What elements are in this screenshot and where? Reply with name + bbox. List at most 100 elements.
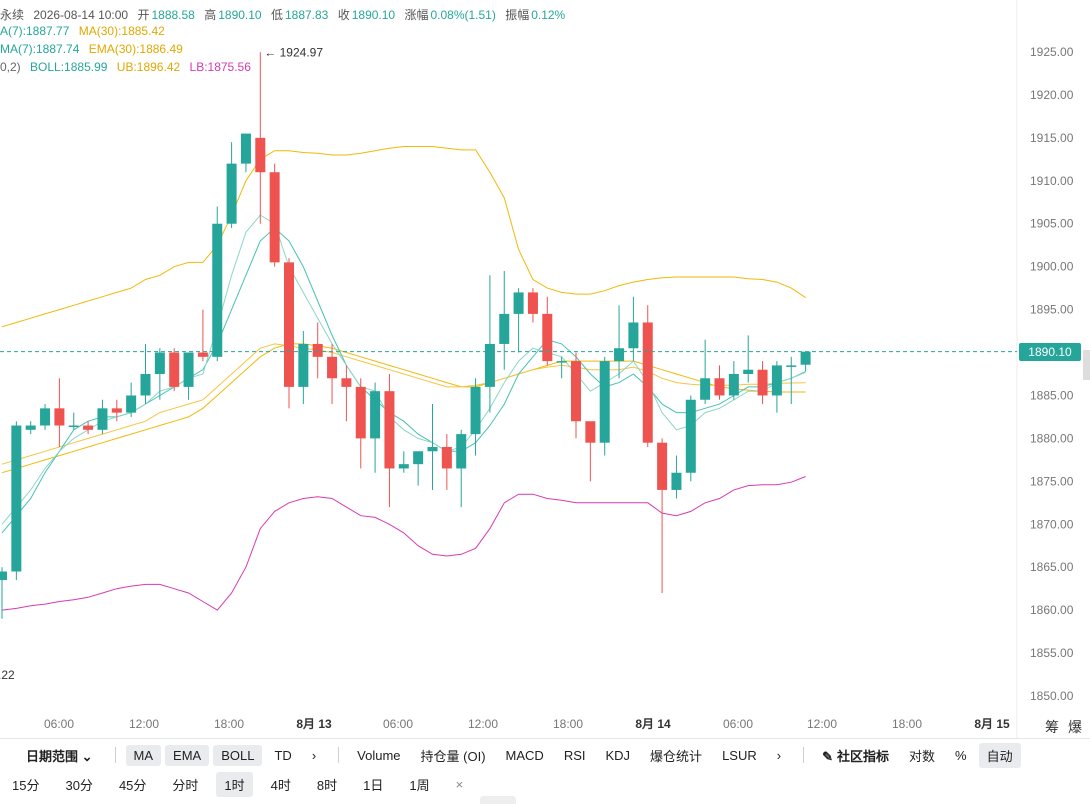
candle-body (700, 378, 711, 400)
candle-body (499, 313, 510, 344)
candle-body (642, 322, 653, 443)
auto-scale-toggle[interactable]: 自动 (978, 742, 1021, 768)
date-range-button[interactable]: 日期范围 ⌄ (18, 743, 101, 768)
indicator-toolbar: 日期范围 ⌄ MA EMA BOLL TD › Volume 持仓量 (OI) … (0, 738, 1090, 771)
liquidation-map-button[interactable]: 爆 (1068, 719, 1082, 735)
candle-body (484, 343, 495, 387)
chevron-right-icon[interactable]: › (311, 747, 317, 763)
kdj-toggle[interactable]: KDJ (605, 747, 631, 763)
candle-body (585, 421, 596, 443)
candle-body (154, 352, 165, 374)
close-icon[interactable]: × (455, 776, 464, 792)
interval-button[interactable]: 30分 (65, 777, 93, 793)
interval-button[interactable]: 4时 (270, 777, 291, 793)
candle-body (11, 425, 22, 572)
macd-toggle[interactable]: MACD (505, 747, 544, 763)
interval-button[interactable]: 1周 (409, 777, 430, 793)
percent-scale-toggle[interactable]: % (955, 747, 967, 763)
boll-value: BOLL:1885.99 (30, 60, 108, 74)
candle-body (398, 464, 409, 469)
td-toggle[interactable]: TD (274, 747, 292, 763)
candle-body (341, 378, 352, 387)
chart-resize-handle[interactable] (480, 796, 516, 804)
candle-body (126, 395, 137, 413)
ma-info-line[interactable]: A(7):1887.77 MA(30):1885.42 (0, 24, 171, 38)
log-scale-toggle[interactable]: 对数 (909, 748, 936, 764)
community-indicators-button[interactable]: ✎ 社区指标 (814, 743, 897, 768)
close-label: 收 1890.10 (338, 8, 395, 22)
interval-button[interactable]: 15分 (12, 777, 40, 793)
interval-button[interactable]: 1日 (363, 777, 384, 793)
price-chart[interactable]: 1925.00 1920.00 1915.00 1910.00 1905.00 1900.… (0, 0, 1090, 740)
candle-body (140, 374, 151, 396)
x-tick-label: 18:00 (553, 717, 583, 731)
candle-body (327, 356, 338, 379)
boll-info-line[interactable]: 0,2) BOLL:1885.99 UB:1896.42 LB:1875.56 (0, 60, 257, 74)
high-marker-label: ← 1924.97 (264, 45, 323, 59)
liquidation-toggle[interactable]: 爆仓统计 (650, 748, 703, 764)
interval-button[interactable]: 分时 (172, 777, 199, 793)
high-value: 1890.10 (218, 8, 262, 22)
candle-body (240, 133, 251, 164)
change-value: 0.08%(1.51) (430, 8, 496, 22)
open-label: 开 1888.58 (137, 8, 194, 22)
open-value: 1888.58 (151, 8, 195, 22)
chevron-right-icon[interactable]: › (776, 747, 782, 763)
ema-info-line[interactable]: MA(7):1887.74 EMA(30):1886.49 (0, 42, 189, 56)
price-scale-handle[interactable] (1083, 350, 1090, 380)
candle-body (370, 391, 381, 439)
rsi-toggle[interactable]: RSI (563, 747, 586, 763)
x-tick-label: 8月 13 (296, 717, 332, 731)
x-tick-label: 8月 14 (635, 717, 671, 731)
candle-body (628, 322, 639, 349)
candle-body (571, 361, 581, 422)
volume-toggle[interactable]: Volume (357, 747, 401, 763)
lsur-toggle[interactable]: LSUR (722, 747, 757, 763)
open-key: 开 (137, 8, 150, 22)
y-tick-label: 1900.00 (1030, 260, 1074, 274)
x-tick-label: 18:00 (892, 717, 922, 731)
boll-upper-band (1, 146, 806, 328)
interval-button[interactable]: 1时 (216, 771, 253, 797)
ma-toggle[interactable]: MA (125, 744, 162, 766)
ma30-value: MA(30):1885.42 (78, 24, 165, 38)
candle-body (542, 313, 553, 362)
interval-button[interactable]: 8时 (316, 777, 338, 793)
low-marker-label: .22 (0, 668, 15, 682)
candle-body (556, 361, 567, 363)
candle-body (384, 391, 395, 469)
candle-body (441, 446, 452, 469)
ema-toggle[interactable]: EMA (165, 744, 210, 766)
last-price-tag: 1890.10 (1019, 343, 1081, 361)
boll-toggle[interactable]: BOLL (213, 744, 263, 766)
x-tick-label: 12:00 (129, 717, 159, 731)
candle-body (743, 369, 754, 374)
y-tick-label: 1875.00 (1030, 474, 1074, 488)
ema30-value: EMA(30):1886.49 (88, 42, 183, 56)
y-tick-label: 1910.00 (1030, 174, 1074, 188)
candle-body (0, 571, 7, 581)
x-tick-label: 12:00 (807, 717, 837, 731)
change-key: 涨幅 (404, 8, 429, 22)
interval-button[interactable]: 45分 (118, 777, 147, 793)
symbol-label: 永续 (0, 8, 25, 22)
candle-body (614, 348, 625, 362)
edit-icon: ✎ (822, 748, 833, 764)
lb-value: LB:1875.56 (189, 60, 251, 74)
candle-body (97, 408, 108, 430)
chip-distribution-button[interactable]: 筹 (1045, 719, 1059, 735)
divider (114, 747, 116, 763)
candle-body (757, 369, 768, 396)
y-tick-label: 1865.00 (1030, 560, 1074, 574)
x-tick-label: 18:00 (214, 717, 244, 731)
candle-body (284, 262, 294, 387)
oi-toggle[interactable]: 持仓量 (OI) (420, 748, 486, 764)
date-range-label: 日期范围 (26, 748, 79, 764)
x-tick-label: 06:00 (383, 717, 413, 731)
close-key: 收 (337, 8, 350, 22)
y-tick-label: 1905.00 (1030, 217, 1074, 231)
candle-body (771, 365, 782, 396)
candle-body (212, 223, 223, 357)
candle-body (527, 292, 538, 314)
ub-value: UB:1896.42 (116, 60, 181, 74)
